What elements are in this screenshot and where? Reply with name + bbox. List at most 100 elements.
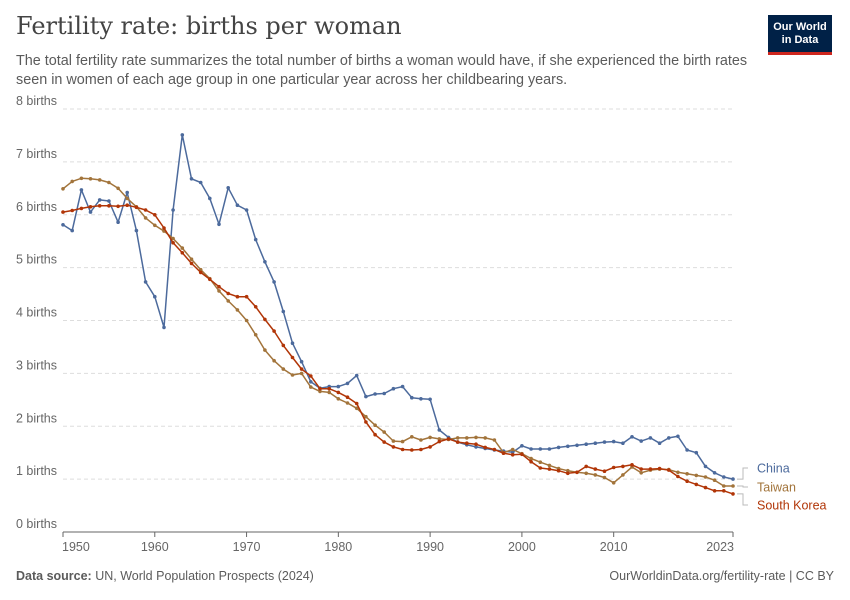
series-line[interactable]	[62, 177, 733, 487]
data-point[interactable]	[529, 459, 533, 464]
data-point[interactable]	[611, 465, 616, 470]
data-point[interactable]	[712, 471, 717, 475]
data-point[interactable]	[703, 485, 708, 490]
data-point[interactable]	[162, 325, 166, 330]
data-point[interactable]	[235, 294, 240, 299]
data-point[interactable]	[70, 179, 74, 184]
data-point[interactable]	[263, 260, 267, 264]
data-point[interactable]	[731, 477, 735, 481]
data-point[interactable]	[621, 473, 625, 477]
data-point[interactable]	[79, 188, 84, 192]
data-point[interactable]	[107, 180, 111, 185]
data-point[interactable]	[162, 226, 166, 230]
data-point[interactable]	[263, 348, 267, 352]
data-point[interactable]	[336, 384, 341, 389]
data-point[interactable]	[602, 469, 607, 474]
data-point[interactable]	[410, 435, 414, 439]
data-point[interactable]	[712, 478, 717, 483]
data-point[interactable]	[694, 450, 699, 455]
data-point[interactable]	[79, 176, 84, 181]
data-point[interactable]	[226, 299, 230, 303]
data-point[interactable]	[566, 468, 570, 473]
data-point[interactable]	[391, 445, 396, 449]
data-point[interactable]	[143, 208, 148, 212]
data-point[interactable]	[685, 472, 689, 476]
data-point[interactable]	[556, 468, 561, 473]
line-chart[interactable]: 0 births 1 births 2 births 3 births 4 births…	[0, 0, 850, 560]
data-point[interactable]	[492, 447, 497, 452]
data-point[interactable]	[382, 430, 387, 434]
footer-url[interactable]: OurWorldinData.org/fertility-rate | CC B…	[609, 569, 834, 583]
data-point[interactable]	[79, 206, 84, 211]
data-point[interactable]	[419, 447, 423, 452]
data-point[interactable]	[299, 367, 304, 371]
data-point[interactable]	[290, 355, 295, 360]
data-point[interactable]	[309, 380, 313, 384]
data-point[interactable]	[318, 389, 322, 394]
data-point[interactable]	[547, 447, 552, 451]
series-taiwan[interactable]	[61, 176, 735, 488]
data-point[interactable]	[153, 213, 157, 217]
data-point[interactable]	[602, 440, 607, 444]
data-point[interactable]	[318, 386, 322, 391]
data-point[interactable]	[180, 251, 185, 255]
data-point[interactable]	[520, 444, 524, 448]
data-point[interactable]	[382, 391, 387, 396]
data-point[interactable]	[667, 468, 671, 472]
data-point[interactable]	[575, 470, 579, 475]
data-point[interactable]	[566, 444, 570, 449]
data-point[interactable]	[309, 374, 313, 378]
data-point[interactable]	[685, 448, 689, 452]
data-point[interactable]	[694, 482, 699, 487]
data-point[interactable]	[584, 464, 588, 469]
data-point[interactable]	[125, 190, 129, 195]
data-point[interactable]	[400, 439, 405, 444]
data-point[interactable]	[602, 475, 607, 480]
data-point[interactable]	[244, 208, 249, 212]
data-point[interactable]	[180, 246, 185, 250]
data-point[interactable]	[235, 308, 240, 312]
data-point[interactable]	[226, 186, 230, 190]
data-point[interactable]	[685, 479, 689, 484]
data-point[interactable]	[208, 277, 212, 282]
data-point[interactable]	[703, 464, 708, 469]
data-point[interactable]	[400, 447, 405, 452]
data-point[interactable]	[364, 420, 368, 424]
data-point[interactable]	[171, 241, 175, 245]
data-point[interactable]	[538, 466, 543, 470]
data-point[interactable]	[153, 223, 157, 228]
data-point[interactable]	[253, 305, 258, 309]
data-point[interactable]	[510, 453, 515, 457]
data-point[interactable]	[722, 489, 726, 493]
data-point[interactable]	[354, 373, 359, 378]
data-point[interactable]	[630, 435, 634, 439]
data-point[interactable]	[465, 436, 469, 440]
data-point[interactable]	[189, 257, 194, 262]
data-point[interactable]	[364, 414, 368, 419]
data-point[interactable]	[217, 284, 221, 289]
data-point[interactable]	[88, 210, 93, 214]
data-point[interactable]	[61, 210, 65, 214]
data-point[interactable]	[134, 228, 139, 233]
data-point[interactable]	[88, 205, 93, 209]
data-point[interactable]	[593, 441, 598, 446]
data-point[interactable]	[272, 358, 276, 363]
data-point[interactable]	[648, 467, 653, 471]
data-point[interactable]	[419, 397, 423, 401]
data-point[interactable]	[538, 447, 543, 451]
data-point[interactable]	[722, 475, 726, 479]
data-point[interactable]	[731, 492, 735, 496]
data-point[interactable]	[143, 280, 148, 284]
data-point[interactable]	[336, 397, 341, 401]
data-point[interactable]	[419, 438, 423, 442]
data-point[interactable]	[611, 439, 616, 444]
data-point[interactable]	[639, 471, 643, 475]
data-point[interactable]	[364, 394, 368, 399]
data-point[interactable]	[336, 390, 341, 395]
data-point[interactable]	[125, 203, 129, 207]
data-point[interactable]	[345, 395, 350, 400]
data-point[interactable]	[299, 359, 304, 364]
data-point[interactable]	[428, 435, 432, 440]
data-point[interactable]	[244, 318, 249, 323]
data-point[interactable]	[198, 180, 203, 185]
